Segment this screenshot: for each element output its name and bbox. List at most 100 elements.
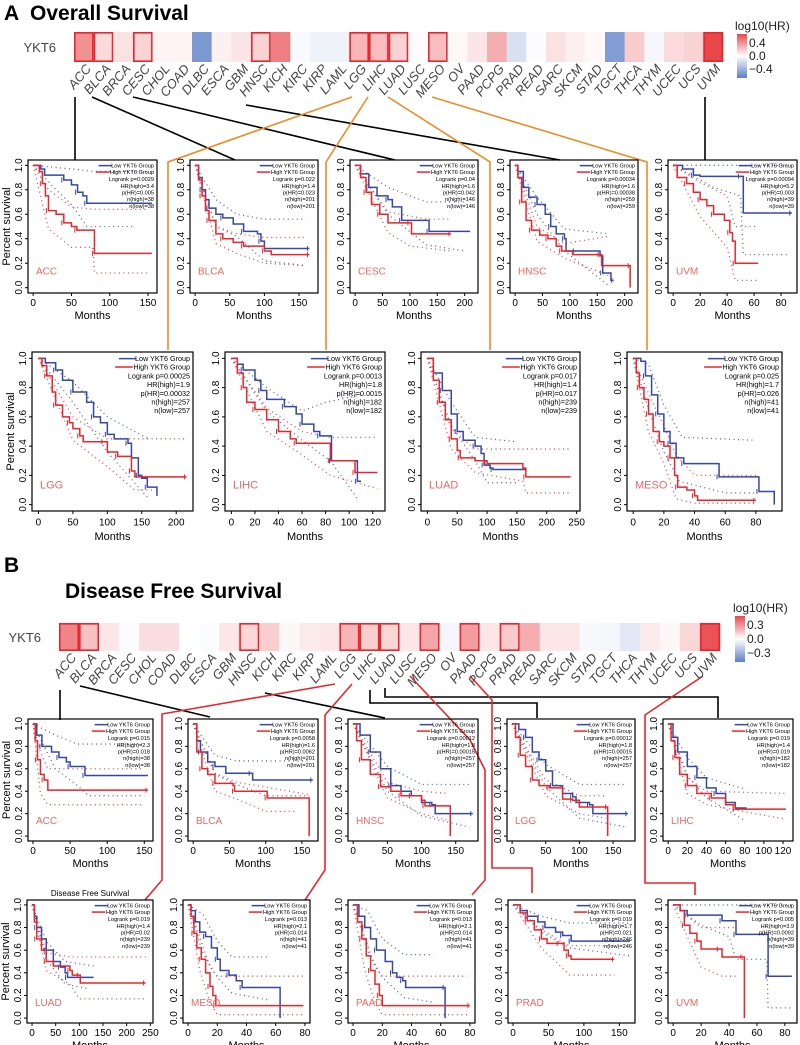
y-tick-label: 0.0 [334,829,345,843]
heatmap-cell-prad [506,32,527,62]
heatmap-cell-ov [439,623,460,651]
stat-n-high: n(high)=257 [151,397,190,406]
y-tick-label: 0.2 [654,988,665,1002]
stat-n-high: n(high)=201 [285,756,315,762]
x-tick-label: 0 [36,518,42,529]
stat-logrank-p: Logrank p=0.019 [590,917,632,923]
x-tick-label: 50 [382,846,394,857]
legend-low-group: Low YKT6 Group [327,354,382,363]
plot-frame [662,718,794,842]
y-tick-label: 0.8 [654,182,665,196]
x-axis-label: Months [94,531,131,543]
x-tick-label: 0 [670,298,676,309]
heatmap-cell-skcm [559,623,581,651]
x-axis-label: Months [396,310,433,322]
y-tick-label: 0.4 [334,784,345,798]
y-tick-label: 0.2 [496,256,507,270]
stat-p-hr: p(HR)=0.042 [443,190,475,196]
y-tick-label: 0.0 [211,497,222,511]
plot-frame [507,899,636,1024]
stat-n-low: n(low)=246 [604,944,632,950]
low-group-confidence-band [512,904,630,924]
color-legend-bar [737,34,747,78]
cancer-type-name: PAAD [356,998,383,1009]
y-tick-label: 1.0 [174,716,185,730]
y-tick-label: 0.6 [336,207,347,221]
legend-high-group: High YKT6 Group [431,729,475,735]
legend-high-group: High YKT6 Group [722,362,779,371]
x-tick-label: 80 [775,298,787,309]
x-tick-label: 150 [605,846,622,857]
y-tick-label: 0.2 [649,806,660,820]
high-ykt6-survival-curve [33,723,148,791]
heatmap-cell-chol [152,32,173,62]
low-ykt6-survival-curve [32,904,94,979]
x-tick-label: 150 [429,298,446,309]
heatmap-cell-ucs [683,32,704,62]
y-tick-label: 0.8 [18,380,29,394]
color-legend-tick: −0.3 [747,646,771,660]
significant-cell-outline [349,31,369,62]
x-tick-label: 100 [99,846,116,857]
x-axis-label: Months [395,858,432,870]
x-tick-label: 0 [510,1028,516,1039]
connector-lines [59,96,719,901]
heatmap-cell-lihc [369,32,389,62]
high-ykt6-survival-curve [673,904,746,1019]
heatmap-cell-meso [419,623,440,651]
x-tick-label: 100 [413,846,430,857]
legend-low-group: Low YKT6 Group [135,354,190,363]
stat-logrank-p: Logrank p=0.019 [108,917,150,923]
x-tick-label: 0 [229,518,235,529]
legend-high-group: High YKT6 Group [431,170,475,176]
heatmap-cell-meso [428,32,448,62]
legend-low-group: Low YKT6 Group [522,354,577,363]
legend-high-group: High YKT6 Group [110,170,154,176]
stat-p-hr: p(HR)=0.0062 [280,749,315,755]
legend-high-group: High YKT6 Group [588,910,632,916]
x-tick-label: 50 [224,298,236,309]
y-tick-label: 0.2 [18,468,29,482]
heatmap-cell-lusc [399,623,420,651]
x-tick-label: 100 [571,846,588,857]
legend-low-group: Low YKT6 Group [751,904,794,910]
km-plot-hnsc: 0.0 0.2 0.4 0.6 0.8 1.0 0 50 100 150 200 Months Low … [496,158,639,322]
y-tick-label: 0.0 [407,497,418,511]
heatmap-cell-kirc [290,32,311,62]
y-tick-label: 0.4 [613,439,624,453]
y-tick-label: 1.0 [14,158,25,172]
x-tick-label: 50 [65,846,77,857]
high-ykt6-survival-curve [668,723,786,810]
x-axis-label: Months [72,1040,109,1045]
x-tick-label: 50 [452,518,464,529]
km-plot-acc: 0.0 0.2 0.4 0.6 0.8 1.0 0 50 100 150 Months Percent… [1,158,158,322]
x-tick-label: 50 [67,518,79,529]
low-ykt6-survival-curve [193,723,313,781]
y-tick-label: 0.4 [14,784,25,798]
high-ykt6-survival-curve [195,164,310,256]
legend-high-group: High YKT6 Group [106,729,150,735]
x-tick-label: 40 [689,518,701,529]
y-tick-label: 0.2 [334,806,345,820]
x-tick-label: 80 [464,1028,476,1039]
stat-hr: HR(high)=2.1 [274,924,307,930]
y-tick-label: 0.2 [494,988,505,1002]
x-tick-label: 200 [456,298,473,309]
plot-frame [420,351,581,512]
stat-n-high: n(high)=38 [123,756,150,762]
high-ykt6-survival-curve [353,904,470,1007]
x-tick-label: 50 [540,846,552,857]
heatmap-cell-lgg [349,32,370,62]
heatmap-cell-lgg [339,623,360,651]
x-tick-label: 40 [273,518,285,529]
legend-low-group: Low YKT6 Group [429,904,472,910]
stat-hr: HR(high)=1.7 [599,924,632,930]
x-tick-label: 0 [185,1028,191,1039]
heatmap-cell-brca [99,623,120,651]
x-tick-label: 100 [257,846,274,857]
heatmap-cell-chol [139,623,160,651]
y-tick-label: 1.0 [14,716,25,730]
y-tick-label: 0.2 [14,256,25,270]
stat-logrank-p: Logrank p=0.04 [436,177,475,183]
